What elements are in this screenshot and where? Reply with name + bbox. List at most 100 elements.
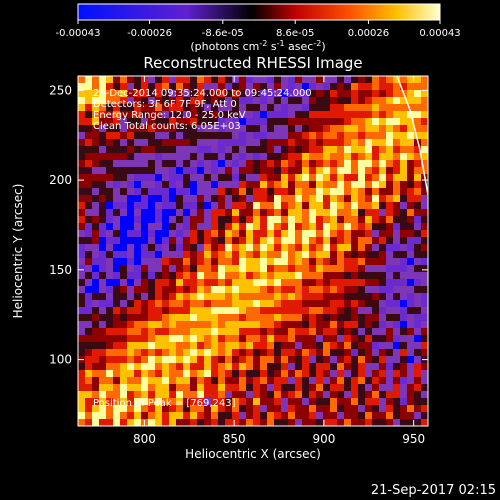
heatmap-cell [281,160,289,168]
heatmap-cell [190,181,198,189]
heatmap-cell [120,97,128,105]
heatmap-cell [232,83,240,91]
heatmap-cell [106,391,114,399]
heatmap-cell [281,174,289,182]
heatmap-cell [323,384,331,392]
heatmap-cell [386,335,394,343]
heatmap-cell [218,279,226,287]
heatmap-cell [78,181,86,189]
heatmap-cell [351,279,359,287]
heatmap-cell [113,90,121,98]
heatmap-cell [295,195,303,203]
heatmap-cell [176,237,184,245]
heatmap-cell [120,328,128,336]
heatmap-cell [323,293,331,301]
heatmap-cell [253,412,261,420]
heatmap-cell [407,167,415,175]
heatmap-cell [330,370,338,378]
heatmap-cell [337,321,345,329]
heatmap-cell [134,251,142,259]
heatmap-cell [211,202,219,210]
heatmap-cell [106,258,114,266]
heatmap-cell [281,223,289,231]
heatmap-cell [386,83,394,91]
heatmap-cell [162,412,170,420]
heatmap-cell [295,335,303,343]
heatmap-cell [302,258,310,266]
heatmap-cell [407,258,415,266]
heatmap-cell [148,363,156,371]
heatmap-cell [113,293,121,301]
heatmap-cell [92,279,100,287]
heatmap-cell [169,314,177,322]
heatmap-cell [302,209,310,217]
heatmap-cell [372,230,380,238]
heatmap-cell [274,223,282,231]
heatmap-cell [141,405,149,413]
heatmap-cell [239,167,247,175]
heatmap-cell [239,216,247,224]
heatmap-cell [239,104,247,112]
heatmap-cell [85,132,93,140]
heatmap-cell [120,377,128,385]
x-tick-label: 800 [133,432,156,446]
heatmap-cell [365,104,373,112]
heatmap-cell [183,125,191,133]
heatmap-cell [288,412,296,420]
heatmap-cell [351,293,359,301]
heatmap-cell [211,405,219,413]
heatmap-cell [253,146,261,154]
heatmap-cell [176,195,184,203]
heatmap-cell [414,356,422,364]
heatmap-cell [127,209,135,217]
heatmap-cell [253,118,261,126]
heatmap-cell [379,125,387,133]
heatmap-cell [78,328,86,336]
heatmap-cell [260,118,268,126]
heatmap-cell [113,237,121,245]
heatmap-cell [176,244,184,252]
heatmap-cell [316,335,324,343]
heatmap-cell [106,83,114,91]
heatmap-cell [393,377,401,385]
heatmap-cell [246,265,254,273]
heatmap-cell [372,104,380,112]
heatmap-cell [225,419,233,426]
heatmap-cell [351,195,359,203]
heatmap-cell [99,342,107,350]
heatmap-cell [414,342,422,350]
heatmap-cell [337,265,345,273]
heatmap-cell [400,412,408,420]
heatmap-cell [393,216,401,224]
y-tick-label: 100 [49,353,72,367]
heatmap-cell [274,398,282,406]
heatmap-cell [337,223,345,231]
heatmap-cell [393,419,401,426]
heatmap-cell [211,195,219,203]
heatmap-cell [421,335,428,343]
heatmap-cell [288,300,296,308]
heatmap-cell [393,314,401,322]
heatmap-cell [316,279,324,287]
heatmap-cell [386,356,394,364]
heatmap-cell [85,195,93,203]
heatmap-cell [274,377,282,385]
heatmap-cell [204,83,212,91]
heatmap-cell [407,419,415,426]
heatmap-cell [414,265,422,273]
heatmap-cell [386,230,394,238]
heatmap-cell [162,174,170,182]
heatmap-cell [421,377,428,385]
heatmap-cell [78,132,86,140]
heatmap-cell [330,125,338,133]
heatmap-cell [281,370,289,378]
heatmap-cell [120,118,128,126]
heatmap-cell [239,258,247,266]
heatmap-cell [323,188,331,196]
heatmap-cell [197,97,205,105]
heatmap-cell [148,195,156,203]
heatmap-cell [225,279,233,287]
heatmap-cell [113,265,121,273]
heatmap-cell [190,132,198,140]
heatmap-cell [407,76,415,84]
